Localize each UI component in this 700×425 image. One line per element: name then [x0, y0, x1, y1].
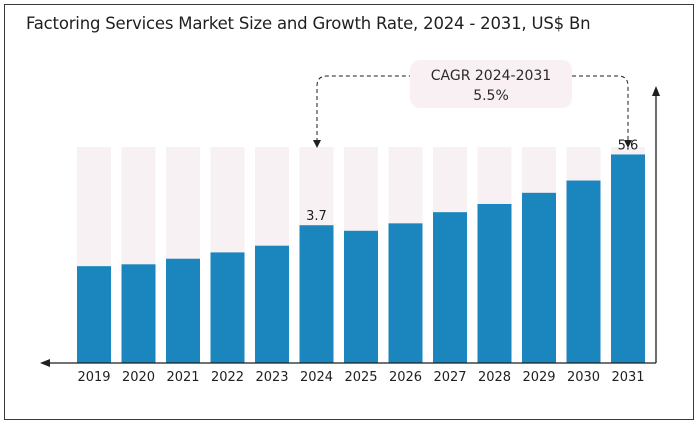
- x-tick-labels: 2019 2020 2021 2022 2023 2024 2025 2026 2027 2028…: [77, 370, 644, 385]
- bar-2025: [344, 230, 378, 363]
- bar-2024: [299, 225, 334, 363]
- x-tick-2019: 2019: [77, 370, 110, 385]
- bar-2030: [566, 180, 601, 363]
- x-tick-2030: 2030: [567, 370, 600, 385]
- x-tick-2029: 2029: [522, 370, 555, 385]
- y-axis-arrow-icon: [652, 86, 660, 96]
- x-axis-arrow-icon: [40, 359, 50, 367]
- bar-2023: [255, 245, 289, 363]
- bar-2026: [388, 223, 423, 363]
- bar-2019: [77, 266, 111, 363]
- cagr-value: 5.5%: [473, 88, 509, 104]
- cagr-arrow-left-icon: [313, 140, 321, 148]
- x-tick-2028: 2028: [478, 370, 511, 385]
- x-tick-2024: 2024: [300, 370, 333, 385]
- x-tick-2025: 2025: [344, 370, 377, 385]
- x-tick-2023: 2023: [255, 370, 288, 385]
- bar-2021: [166, 258, 200, 363]
- bar-2022: [210, 252, 245, 363]
- x-tick-2026: 2026: [389, 370, 422, 385]
- cagr-box: [410, 60, 572, 108]
- chart-title: Factoring Services Market Size and Growt…: [26, 14, 591, 33]
- bar-2020: [121, 264, 156, 363]
- data-label-2024: 3.7: [306, 209, 327, 224]
- bars: [77, 154, 645, 363]
- cagr-label: CAGR 2024-2031: [431, 68, 551, 84]
- x-tick-2020: 2020: [122, 370, 155, 385]
- cagr-connector: [316, 75, 629, 142]
- x-tick-2027: 2027: [433, 370, 466, 385]
- bar-2027: [433, 212, 467, 363]
- x-tick-2022: 2022: [211, 370, 244, 385]
- x-tick-2031: 2031: [611, 370, 644, 385]
- cagr-arrow-right-icon: [624, 140, 632, 148]
- bar-2028: [477, 203, 512, 363]
- bar-2029: [522, 192, 556, 363]
- x-tick-2021: 2021: [166, 370, 199, 385]
- bar-2031: [611, 154, 645, 363]
